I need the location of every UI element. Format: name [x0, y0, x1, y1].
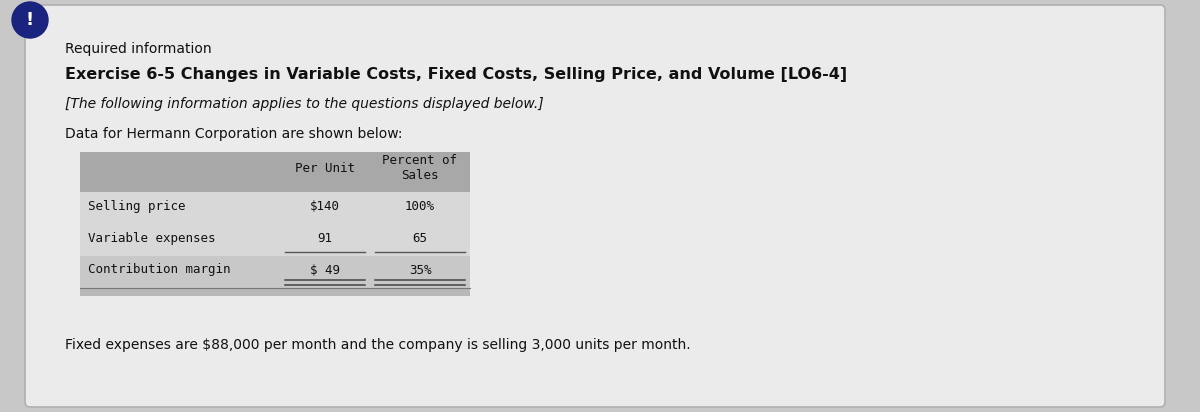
Text: Exercise 6-5 Changes in Variable Costs, Fixed Costs, Selling Price, and Volume [: Exercise 6-5 Changes in Variable Costs, …	[65, 67, 847, 82]
FancyBboxPatch shape	[25, 5, 1165, 407]
Bar	[80, 192, 470, 224]
Text: Per Unit: Per Unit	[295, 162, 355, 175]
Text: Data for Hermann Corporation are shown below:: Data for Hermann Corporation are shown b…	[65, 127, 402, 141]
Text: 35%: 35%	[409, 264, 431, 276]
Text: Selling price: Selling price	[88, 199, 186, 213]
Bar	[80, 256, 470, 288]
Text: 100%: 100%	[406, 199, 436, 213]
Text: !: !	[26, 11, 34, 29]
Text: $140: $140	[310, 199, 340, 213]
Text: 65: 65	[413, 232, 427, 244]
Text: Variable expenses: Variable expenses	[88, 232, 216, 244]
Text: Required information: Required information	[65, 42, 211, 56]
Circle shape	[12, 2, 48, 38]
Bar	[80, 224, 470, 256]
Text: 91: 91	[318, 232, 332, 244]
Text: Contribution margin: Contribution margin	[88, 264, 230, 276]
Text: Percent of
Sales: Percent of Sales	[383, 154, 457, 182]
Text: $ 49: $ 49	[310, 264, 340, 276]
Text: [The following information applies to the questions displayed below.]: [The following information applies to th…	[65, 97, 544, 111]
Bar	[80, 288, 470, 296]
Bar	[80, 152, 470, 192]
Text: Fixed expenses are $88,000 per month and the company is selling 3,000 units per : Fixed expenses are $88,000 per month and…	[65, 338, 691, 352]
